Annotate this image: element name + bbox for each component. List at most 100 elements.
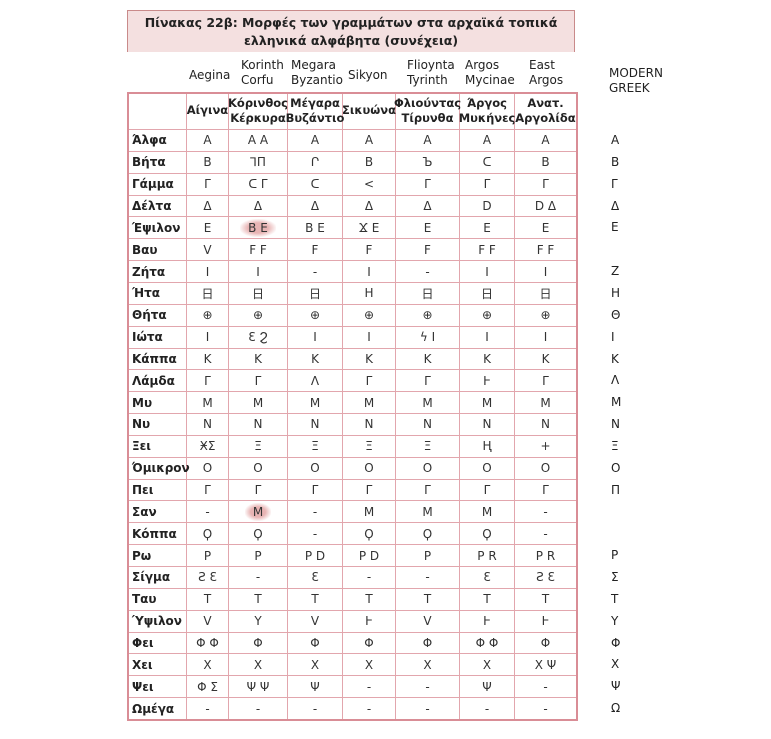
glyph: I [543,330,548,345]
letter-form: ⊕ [187,304,229,327]
glyph: + [540,439,551,454]
glyph: T [365,592,373,607]
letter-name: Κόππα [127,523,187,546]
letter-form: Μ [460,392,515,415]
letter-form: Μ [515,392,577,415]
letter-form: Δ [343,195,396,218]
letter-form: Φ [515,632,577,655]
glyph: Μ [363,504,375,519]
letter-form: Ƨ Ɛ [515,567,577,589]
modern-letter: Χ [611,657,620,672]
modern-header-line: GREEK [609,81,650,95]
letter-form: P [229,545,288,568]
letter-form: ᒥ [343,370,396,393]
glyph: - [312,526,318,541]
modern-letter: Κ [611,351,619,366]
letter-form: Γ [288,479,343,502]
letter-form: Γ [396,479,460,502]
modern-letter: Ι [611,329,615,344]
letter-form: Ξ [396,435,460,458]
glyph: ᒥ [365,373,373,388]
glyph: Δ [253,198,263,213]
letter-form: Μ [229,501,288,524]
glyph: 日 [308,286,321,301]
letter-form: Φ [288,632,343,655]
letter-name: Ήτα [127,282,187,305]
glyph: Ɛ [311,570,319,585]
letter-form: Ɛ [288,567,343,589]
glyph: T [423,592,432,607]
greek-header-line: Αργολίδα [515,110,576,125]
letter-name: Μυ [127,392,187,415]
glyph: 日 [539,286,552,301]
glyph: V [203,614,212,629]
glyph: Γ [542,483,549,498]
modern-letter: Ρ [611,548,619,563]
letter-form: V [396,610,460,633]
glyph: P D [358,548,380,563]
glyph: Ξ [423,439,432,454]
letter-form: - [288,501,343,524]
glyph: X [203,657,212,672]
glyph: Α [482,133,492,148]
letter-form: - [229,698,288,720]
letter-name: Ζήτα [127,261,187,283]
letter-form: ⅂Π [229,151,288,174]
letter-form: ⊕ [229,304,288,327]
glyph: I [205,330,210,345]
letter-name: Σίγμα [127,567,187,589]
letter-form: X Ψ [515,654,577,677]
glyph: Φ Φ [196,636,219,650]
letter-form: X [396,654,460,677]
letter-form: ⊕ [396,304,460,327]
glyph: K [541,351,550,366]
glyph: ᒥ [254,373,262,388]
letter-form: Ψ [288,676,343,699]
glyph: Ξ [254,439,262,454]
glyph: Φ [253,636,263,650]
greek-header-line: Άργος [467,95,507,110]
modern-letter: Β [611,154,620,169]
letter-name: Δέλτα [127,195,187,218]
letter-form: Ͱ [460,610,515,633]
glyph: - [255,570,261,585]
glyph: ӾΣ [199,439,216,454]
glyph: 日 [251,286,264,301]
glyph: I [367,264,371,279]
modern-letter: Π [611,482,621,497]
modern-letter: Τ [611,591,619,606]
title-line: Πίνακας 22β: Μορφές των γραμμάτων στα αρ… [144,15,558,30]
glyph: ϟ I [419,330,436,345]
letter-form: Ν [288,414,343,436]
glyph: Ψ [310,679,320,694]
letter-name: Νυ [127,414,187,436]
glyph: Ν [253,417,263,432]
glyph: F F [249,242,267,257]
glyph: ᑕ Γ [248,177,268,192]
greek-header-line: Κέρκυρα [230,110,286,125]
letter-form: Ɛ Ϩ [229,326,288,349]
title-line: ελληνικά αλφάβητα (συνέχεια) [243,33,459,48]
glyph: Ƨ Ɛ [198,570,217,585]
glyph: - [205,701,210,716]
glyph: X [310,657,320,672]
glyph: K [311,351,319,366]
modern-letter: Θ [611,307,621,322]
glyph: - [543,679,548,694]
letter-form: B E [288,217,343,240]
letter-name: Ύψιλον [127,610,187,633]
glyph: Ͱ [541,614,550,629]
glyph: - [425,701,430,716]
latin-line: Aegina [189,68,231,82]
glyph: Μ [422,395,433,410]
greek-header-line: Φλιούντας [393,95,462,110]
glyph: P [254,548,262,563]
greek-header: Σικυώνα [342,92,396,130]
letter-name: Ταυ [127,588,187,611]
letter-form: Δ [288,195,343,218]
glyph: ⊕ [422,308,433,323]
glyph: Ƨ Ɛ [536,570,555,585]
glyph: Δ [203,198,212,213]
letter-form: - [396,676,460,699]
